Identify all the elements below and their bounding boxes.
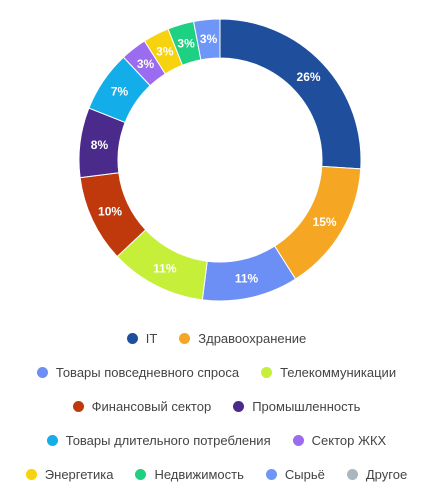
- legend-swatch-icon: [25, 468, 37, 480]
- legend-swatch-icon: [46, 434, 58, 446]
- legend-label: Недвижимость: [154, 466, 244, 482]
- slice-value-label: 3%: [200, 32, 218, 46]
- legend-label: Телекоммуникации: [280, 364, 397, 380]
- legend-row: IT Здравоохранение: [0, 328, 433, 348]
- legend-item[interactable]: IT: [126, 330, 158, 346]
- slice-value-label: 3%: [156, 45, 174, 59]
- legend-swatch-icon: [126, 332, 138, 344]
- slice-value-label: 11%: [153, 261, 177, 275]
- donut-slice[interactable]: [219, 18, 362, 170]
- legend-swatch-icon: [292, 434, 304, 446]
- legend-row: Финансовый сектор Промышленность: [0, 396, 433, 416]
- legend-label: Сектор ЖКХ: [311, 432, 387, 448]
- legend-item[interactable]: Промышленность: [233, 399, 360, 414]
- legend-item[interactable]: Другое: [346, 466, 408, 482]
- legend-row: Энергетика Недвижимость Сырьё Другое: [0, 464, 433, 484]
- legend-swatch-icon: [179, 332, 191, 344]
- legend-label: Здравоохранение: [198, 330, 307, 346]
- slice-value-label: 11%: [235, 272, 259, 286]
- legend-item[interactable]: Финансовый сектор: [72, 398, 212, 414]
- slice-value-label: 3%: [177, 36, 195, 50]
- donut-chart-svg: 26%15%11%11%10%8%7%3%3%3% 3%: [78, 18, 362, 302]
- legend-item[interactable]: Здравоохранение: [179, 331, 306, 346]
- legend-label: Финансовый сектор: [91, 398, 212, 414]
- legend-item[interactable]: Товары длительного потребления: [46, 432, 271, 448]
- legend-swatch-icon: [261, 366, 273, 378]
- donut-chart: 26% 15% 11% 11% 10% 8% 7% 3% 3% 3% 3%: [78, 18, 362, 302]
- legend-row: Товары длительного потребления Сектор ЖКХ: [0, 430, 433, 450]
- legend-label: Товары повседневного спроса: [55, 364, 240, 380]
- legend-swatch-icon: [233, 400, 245, 412]
- legend-item[interactable]: Сектор ЖКХ: [292, 432, 387, 448]
- legend-swatch-icon: [135, 468, 147, 480]
- legend-label: Промышленность: [252, 398, 361, 414]
- slice-value-label: 8%: [91, 138, 109, 152]
- slice-value-label: 15%: [313, 215, 337, 229]
- legend-label: IT: [145, 330, 158, 346]
- legend-item[interactable]: Энергетика: [25, 466, 114, 482]
- legend-label: Сырьё: [284, 466, 325, 482]
- legend-item[interactable]: Товары повседневного спроса: [36, 364, 240, 380]
- legend-row: Товары повседневного спроса Телекоммуника…: [0, 362, 433, 382]
- slice-value-label: 7%: [111, 85, 129, 99]
- legend-swatch-icon: [72, 400, 84, 412]
- slice-value-label: 10%: [98, 205, 122, 219]
- legend-item[interactable]: Недвижимость: [135, 466, 244, 482]
- legend-item[interactable]: Телекоммуникации: [261, 365, 396, 380]
- slice-value-label: 26%: [297, 70, 321, 84]
- legend-swatch-icon: [36, 366, 48, 378]
- legend-label: Энергетика: [44, 466, 114, 482]
- legend-swatch-icon: [265, 468, 277, 480]
- legend-swatch-icon: [346, 468, 358, 480]
- legend-label: Товары длительного потребления: [65, 432, 271, 448]
- slice-value-label: 3%: [137, 57, 155, 71]
- legend-item[interactable]: Сырьё: [265, 466, 325, 482]
- donut-slice[interactable]: [192, 18, 221, 61]
- legend-label: Другое: [365, 466, 408, 482]
